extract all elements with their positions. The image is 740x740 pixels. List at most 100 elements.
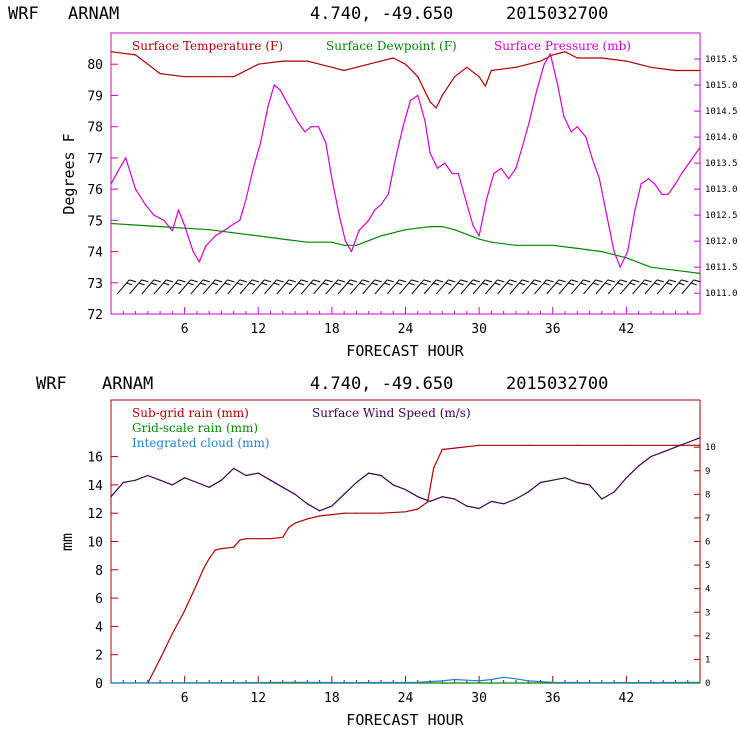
wind-barb-staff [595, 279, 609, 295]
surface-pressure-mb-point [457, 172, 459, 175]
bottom-y2-tick-label: 4 [705, 585, 710, 595]
wind-barb-flag [322, 282, 329, 286]
wind-barb-flag [126, 282, 133, 286]
wind-barb [325, 279, 346, 295]
wind-barb [448, 279, 468, 295]
surface-dewpoint-f-point [110, 222, 112, 225]
wind-barb-flag [190, 279, 198, 283]
wind-barb [497, 279, 517, 295]
surface-pressure-mb-point [344, 240, 346, 242]
surface-dewpoint-f-point [429, 226, 431, 228]
surface-pressure-mb-point [260, 141, 262, 143]
wind-barb-flag [346, 282, 354, 286]
wind-barb [288, 279, 309, 295]
wind-barb-flag [435, 279, 444, 283]
top-y2-tick-label: 1014.5 [705, 107, 738, 117]
surface-dewpoint-f-point [625, 257, 628, 259]
bottom-y2-tick-label: 6 [705, 538, 710, 548]
wind-barb-flag [199, 282, 207, 286]
wind-barb [558, 279, 579, 295]
surface-pressure-mb-point [119, 167, 121, 169]
wind-barb [534, 279, 554, 295]
top-header-date: 2015032700 [506, 4, 608, 24]
sub-grid-rain-mm-point [239, 539, 241, 541]
surface-dewpoint-f-point [355, 244, 357, 246]
integrated-cloud-mm-point [527, 680, 529, 682]
wind-barb [521, 279, 542, 295]
surface-wind-speed-m-s-point [576, 481, 578, 484]
surface-dewpoint-f-point [208, 229, 210, 231]
wind-barb-flag [497, 279, 505, 283]
bottom-y-axis-label: mm [58, 533, 76, 551]
surface-wind-speed-m-s-point [306, 503, 308, 505]
wind-barb-flag [457, 282, 464, 286]
surface-wind-speed-m-s-point [638, 465, 640, 467]
surface-wind-speed-m-s-point [674, 446, 677, 448]
wind-barb-flag [641, 282, 648, 286]
wind-barb-staff [264, 279, 277, 295]
surface-pressure-mb-point [647, 178, 650, 180]
wind-barb [178, 279, 198, 295]
wind-barb-flag [681, 279, 689, 283]
wind-barb [423, 279, 444, 295]
bottom-y2-tick-label: 2 [705, 632, 710, 642]
top-y-tick-label: 72 [87, 308, 103, 323]
surface-wind-speed-m-s-point [589, 484, 591, 486]
wind-barb-flag [374, 279, 382, 283]
legend-surface-temperature: Surface Temperature (F) [132, 39, 283, 53]
surface-pressure-mb-point [570, 131, 572, 133]
surface-temperature-f-point [417, 76, 419, 78]
wind-barb [546, 279, 566, 295]
surface-temperature-f-point [331, 66, 333, 68]
sub-grid-rain-mm-point [417, 508, 419, 510]
surface-pressure-mb-point [387, 193, 389, 195]
surface-wind-speed-m-s-point [159, 479, 161, 481]
wind-barb-staff [129, 279, 142, 295]
surface-pressure-mb-point [317, 126, 319, 128]
surface-wind-speed-m-s-point [208, 486, 210, 488]
top-x-axis-label: FORECAST HOUR [346, 342, 464, 360]
wind-barb-flag [555, 282, 562, 286]
wind-barb-flag [383, 282, 391, 286]
surface-pressure-mb-point [223, 230, 225, 232]
integrated-cloud-mm-point [441, 680, 443, 682]
wind-barb-staff [534, 279, 547, 295]
wind-barb-staff [570, 279, 584, 295]
wind-barb-staff [669, 279, 682, 295]
surface-temperature-f-point [539, 60, 542, 62]
surface-dewpoint-f-point [490, 241, 492, 243]
surface-pressure-mb-point [267, 105, 269, 107]
surface-wind-speed-m-s-point [331, 505, 333, 507]
wind-barb-flag [178, 279, 186, 283]
surface-pressure-mb-point [681, 172, 683, 175]
wind-barb-staff [288, 279, 302, 295]
sub-grid-rain-mm-point [355, 512, 357, 514]
surface-temperature-f-point [478, 76, 480, 78]
sub-grid-rain-mm-point [674, 444, 677, 446]
surface-wind-speed-m-s-point [245, 474, 247, 477]
surface-wind-speed-m-s-point [110, 496, 112, 498]
wind-barb-flag [273, 282, 280, 286]
surface-pressure-mb-point [338, 214, 340, 216]
legend-surface-dewpoint: Surface Dewpoint (F) [326, 39, 457, 53]
surface-temperature-f-point [674, 69, 677, 72]
surface-pressure-mb-point [368, 219, 370, 221]
surface-wind-speed-m-s-point [220, 479, 222, 481]
top-y2-tick-label: 1011.0 [705, 289, 738, 299]
top-header-coords: 4.740, -49.650 [310, 4, 453, 24]
top-chart: 6 12 18 24 30 36 42 72 73 74 75 76 77 78 79 80 1011.0 101… [60, 32, 738, 360]
surface-wind-speed-m-s-point [294, 493, 296, 495]
wind-barb-flag [616, 282, 624, 286]
integrated-cloud-mm-point [417, 681, 419, 683]
surface-pressure-mb-point [661, 193, 663, 195]
wind-barb-flag [690, 282, 697, 286]
legend-surface-pressure: Surface Pressure (mb) [494, 39, 631, 53]
wind-barb-flag [175, 282, 182, 286]
surface-pressure-mb-point [613, 251, 615, 253]
sub-grid-rain-mm-point [427, 501, 429, 503]
integrated-cloud-mm-point [110, 682, 112, 684]
bottom-x-tick-label: 36 [545, 691, 561, 706]
wind-barb-flag [558, 279, 566, 283]
surface-dewpoint-f-point [441, 226, 443, 228]
